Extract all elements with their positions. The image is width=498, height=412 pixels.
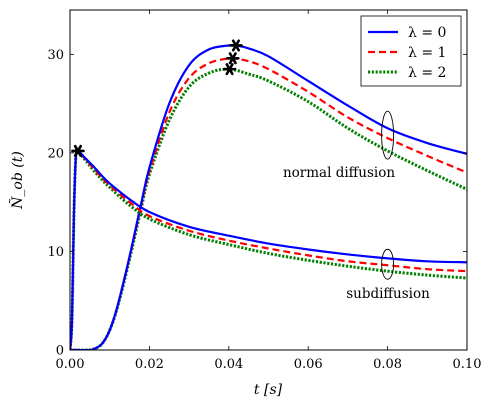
y-tick-label: 0 bbox=[56, 344, 64, 359]
y-tick-label: 20 bbox=[47, 146, 64, 161]
group-ellipse bbox=[381, 248, 395, 280]
y-axis-label: Ñ_ob (t) bbox=[8, 151, 26, 210]
y-tick-label: 30 bbox=[47, 48, 64, 63]
series-line-normal-lambda-2 bbox=[70, 67, 467, 350]
y-tick-label: 10 bbox=[47, 245, 64, 260]
x-axis-label: t [s] bbox=[254, 382, 283, 398]
legend-label: λ = 0 bbox=[408, 25, 446, 41]
group-label: subdiffusion bbox=[346, 286, 430, 302]
peak-marker bbox=[225, 52, 240, 65]
x-tick-label: 0.08 bbox=[373, 357, 402, 372]
series-line-normal-lambda-0 bbox=[70, 43, 467, 350]
legend: λ = 0 λ = 1 λ = 2 bbox=[360, 15, 462, 87]
group-label: normal diffusion bbox=[283, 165, 395, 181]
legend-label: λ = 2 bbox=[408, 65, 446, 81]
group-ellipses bbox=[381, 110, 395, 280]
series-layer bbox=[70, 43, 467, 350]
x-tick-label: 0.06 bbox=[294, 357, 323, 372]
peak-marker bbox=[222, 63, 237, 76]
series-line-sub-lambda-2 bbox=[70, 147, 467, 350]
peak-markers bbox=[71, 39, 243, 157]
x-tick-label: 0.10 bbox=[453, 357, 482, 372]
legend-box bbox=[360, 15, 462, 87]
series-line-sub-lambda-0 bbox=[70, 147, 467, 350]
plot-frame bbox=[69, 9, 468, 351]
axis-labels: t [s] Ñ_ob (t) bbox=[8, 151, 283, 398]
axis-ticks: 0.00 0.02 0.04 0.06 0.08 0.10 0 10 20 30 bbox=[47, 10, 481, 372]
peak-marker bbox=[229, 39, 243, 52]
x-tick-label: 0.02 bbox=[135, 357, 164, 372]
group-ellipse bbox=[381, 110, 395, 160]
legend-label: λ = 1 bbox=[408, 45, 446, 61]
series-line-sub-lambda-1 bbox=[70, 147, 467, 350]
x-tick-label: 0.00 bbox=[56, 357, 85, 372]
x-tick-label: 0.04 bbox=[214, 357, 243, 372]
peak-marker bbox=[71, 144, 85, 157]
group-labels: normal diffusion subdiffusion bbox=[283, 165, 430, 302]
